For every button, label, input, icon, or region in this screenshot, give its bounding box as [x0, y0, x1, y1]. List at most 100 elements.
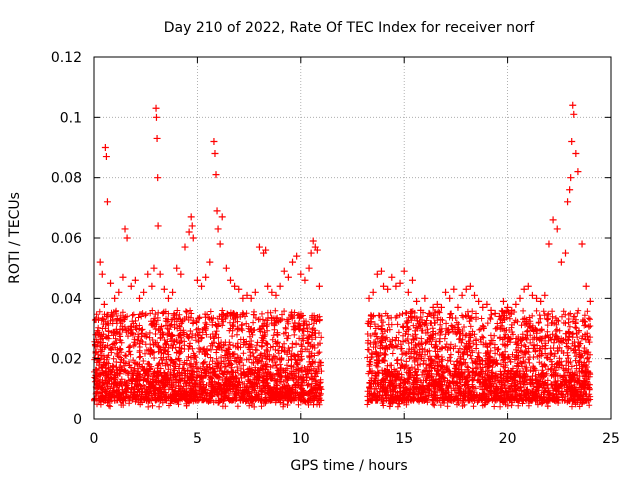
data-point: [284, 273, 292, 281]
data-point: [549, 216, 557, 224]
data-point: [567, 174, 575, 182]
data-point: [280, 267, 288, 275]
data-point: [293, 252, 301, 260]
data-point: [251, 288, 259, 296]
data-point: [417, 306, 425, 314]
data-point: [586, 297, 594, 305]
data-point: [276, 282, 284, 290]
data-point: [307, 249, 315, 257]
data-point: [373, 270, 381, 278]
data-point: [309, 237, 317, 245]
data-point: [454, 303, 462, 311]
data-point: [369, 288, 377, 296]
plot-frame: [93, 56, 612, 420]
data-point: [262, 246, 270, 254]
data-point: [98, 270, 106, 278]
y-tick-label: 0.1: [60, 110, 82, 126]
data-point: [156, 270, 164, 278]
data-point: [429, 303, 437, 311]
data-point: [268, 288, 276, 296]
data-point: [177, 270, 185, 278]
data-point: [557, 258, 565, 266]
roti-data-points: [92, 101, 594, 339]
x-tick-label: 0: [90, 431, 99, 447]
data-point: [216, 240, 224, 248]
data-point: [487, 306, 495, 314]
data-point: [553, 225, 561, 233]
data-point: [247, 294, 255, 302]
data-point: [107, 279, 115, 287]
data-point: [173, 264, 181, 272]
data-point: [264, 282, 272, 290]
grid-lines: [94, 57, 611, 419]
data-point: [315, 282, 323, 290]
data-point: [148, 282, 156, 290]
data-point: [193, 276, 201, 284]
x-tick-label: 5: [193, 431, 202, 447]
data-point: [210, 137, 218, 145]
data-point: [408, 276, 416, 284]
data-point: [568, 137, 576, 145]
data-point: [533, 294, 541, 302]
data-point: [115, 288, 123, 296]
data-point: [396, 279, 404, 287]
data-point: [100, 300, 108, 308]
x-tick-label: 25: [602, 431, 620, 447]
data-point: [313, 246, 321, 254]
data-point: [545, 240, 553, 248]
data-point: [206, 258, 214, 266]
x-axis-label: GPS time / hours: [290, 458, 407, 474]
data-point: [131, 276, 139, 284]
data-point: [433, 300, 441, 308]
data-point: [475, 297, 483, 305]
data-point: [226, 276, 234, 284]
data-point: [562, 249, 570, 257]
data-point: [218, 213, 226, 221]
data-point: [185, 228, 193, 236]
data-point: [516, 294, 524, 302]
data-point: [160, 285, 168, 293]
data-point: [400, 267, 408, 275]
data-point: [462, 285, 470, 293]
data-point: [119, 273, 127, 281]
data-point: [297, 270, 305, 278]
y-tick-label: 0.02: [51, 352, 82, 368]
data-point: [458, 291, 466, 299]
data-point: [305, 264, 313, 272]
data-point: [508, 306, 516, 314]
data-point: [239, 294, 247, 302]
data-point: [235, 285, 243, 293]
data-point: [214, 225, 222, 233]
data-point: [524, 282, 532, 290]
data-point: [289, 258, 297, 266]
data-point: [566, 186, 574, 194]
data-point: [578, 240, 586, 248]
data-point: [384, 285, 392, 293]
data-point: [213, 207, 221, 215]
data-point: [188, 222, 196, 230]
data-point: [574, 168, 582, 176]
data-point: [94, 331, 102, 339]
data-point: [365, 294, 373, 302]
data-point: [111, 294, 119, 302]
data-point: [446, 294, 454, 302]
y-tick-label: 0.06: [51, 231, 82, 247]
data-point: [96, 258, 104, 266]
data-point: [153, 134, 161, 142]
data-point: [437, 303, 445, 311]
data-point: [404, 288, 412, 296]
data-point: [564, 198, 572, 206]
data-point: [392, 282, 400, 290]
data-point: [150, 264, 158, 272]
data-point: [164, 294, 172, 302]
data-point: [211, 150, 219, 158]
data-point: [512, 300, 520, 308]
data-point: [450, 285, 458, 293]
y-tick-label: 0.08: [51, 171, 82, 187]
data-point: [380, 282, 388, 290]
data-point: [152, 104, 160, 112]
data-point: [169, 288, 177, 296]
data-point: [135, 294, 143, 302]
